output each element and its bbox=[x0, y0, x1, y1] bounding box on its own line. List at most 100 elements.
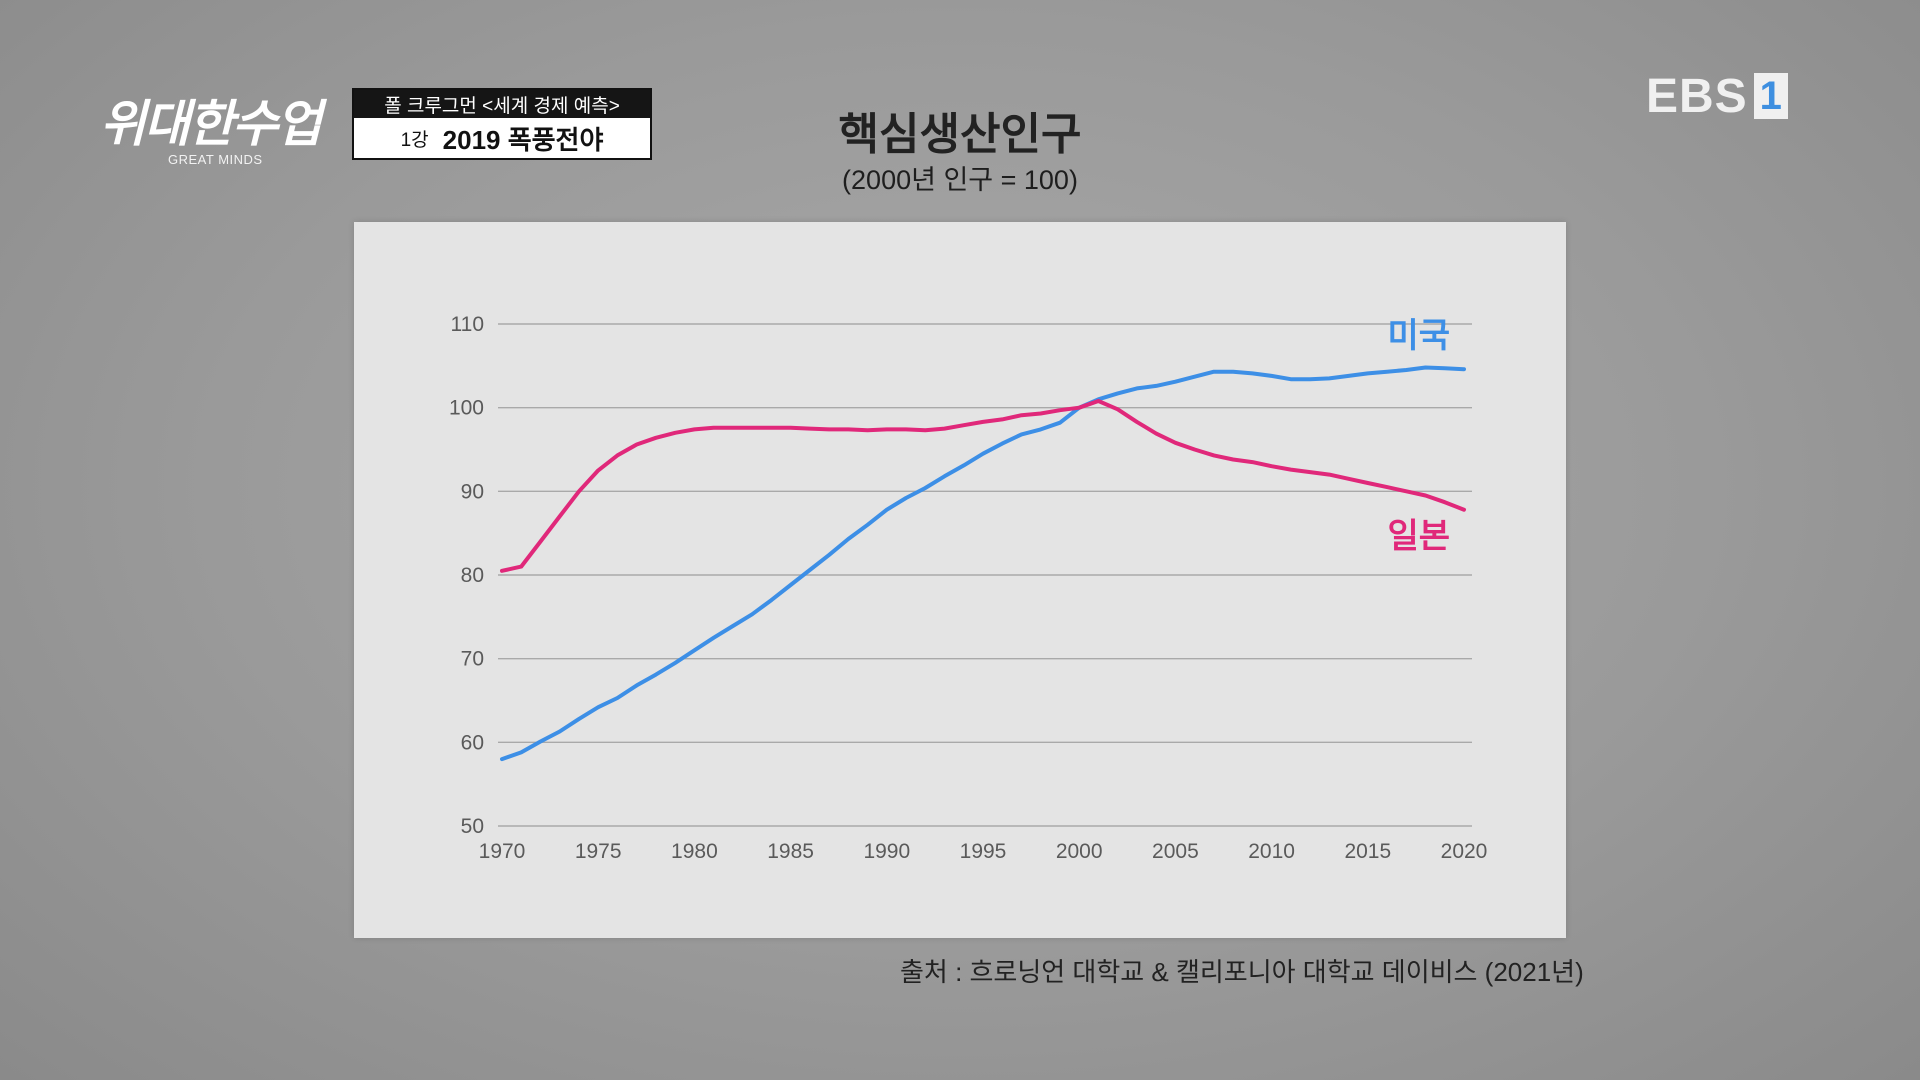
series-2-point-1976 bbox=[615, 453, 620, 457]
series-2-point-1989 bbox=[865, 428, 870, 432]
series-2-point-2015 bbox=[1366, 481, 1370, 485]
series-1-point-1981 bbox=[712, 636, 716, 640]
series-2-point-1973 bbox=[558, 514, 562, 519]
series-1-point-2003 bbox=[1135, 386, 1139, 391]
series-2-point-1990 bbox=[885, 427, 889, 432]
lecture-title: 2019 폭풍전야 bbox=[442, 124, 604, 155]
series-2-point-2008 bbox=[1231, 457, 1235, 462]
series-1-point-1972 bbox=[538, 739, 543, 744]
series-2-point-1986 bbox=[808, 426, 812, 431]
channel-number: 1 bbox=[1753, 73, 1788, 119]
series-1-point-2007 bbox=[1212, 370, 1216, 374]
program-logo-script: 위대한수업 bbox=[100, 94, 322, 153]
series-1-point-2016 bbox=[1385, 370, 1389, 374]
series-1-point-1988 bbox=[846, 537, 850, 541]
series-2-point-2016 bbox=[1385, 485, 1389, 489]
x-tick-label-2010: 2010 bbox=[1248, 840, 1295, 863]
series-1-point-1987 bbox=[827, 553, 831, 557]
program-logo: 위대한수업 GREAT MINDS bbox=[100, 84, 350, 174]
series-1-point-1985 bbox=[789, 583, 793, 587]
series-2-point-1971 bbox=[519, 565, 523, 569]
program-logo-subtitle: GREAT MINDS bbox=[168, 152, 263, 167]
series-2-point-1987 bbox=[827, 427, 831, 432]
x-tick-label-1990: 1990 bbox=[863, 840, 910, 863]
series-1-point-2019 bbox=[1443, 366, 1447, 370]
series-1-point-1982 bbox=[731, 624, 735, 628]
series-1-point-2013 bbox=[1327, 376, 1331, 380]
series-1-point-2012 bbox=[1308, 377, 1312, 381]
series-2-point-1988 bbox=[846, 427, 850, 432]
x-tick-label-1980: 1980 bbox=[671, 840, 718, 863]
chart-panel: 50 60 70 80 90 100 110 1970 1975 1980 1985 1990 1995… bbox=[354, 222, 1566, 938]
series-2-point-1996 bbox=[1000, 417, 1004, 421]
series-1-point-2017 bbox=[1404, 368, 1408, 372]
series-1-point-2009 bbox=[1250, 371, 1254, 375]
series-2-point-2012 bbox=[1308, 470, 1312, 474]
series-2-point-1979 bbox=[673, 431, 677, 435]
series-1-point-1983 bbox=[750, 612, 754, 616]
series-1-point-1986 bbox=[808, 568, 812, 572]
y-tick-label-60: 60 bbox=[461, 731, 484, 754]
x-tick-label-1995: 1995 bbox=[960, 840, 1007, 863]
series-2-point-2003 bbox=[1135, 420, 1139, 424]
y-tick-label-110: 110 bbox=[451, 313, 484, 336]
series-1-point-1993 bbox=[942, 474, 947, 478]
series-2-point-2002 bbox=[1116, 407, 1120, 411]
series-1-point-2015 bbox=[1366, 371, 1370, 375]
series-1-point-2014 bbox=[1346, 374, 1351, 378]
x-tick-label-2020: 2020 bbox=[1441, 840, 1488, 863]
x-tick-label-1970: 1970 bbox=[479, 840, 526, 863]
series-2-point-2004 bbox=[1154, 432, 1158, 436]
series-2-point-1991 bbox=[904, 427, 908, 432]
series-1-point-2020 bbox=[1462, 367, 1466, 371]
series-2-point-1982 bbox=[731, 426, 735, 430]
series-1-point-1971 bbox=[519, 750, 523, 754]
series-1-point-1977 bbox=[635, 683, 639, 688]
x-tick-label-2005: 2005 bbox=[1152, 840, 1199, 863]
series-label-2: 일본 bbox=[1387, 518, 1450, 556]
series-1-point-1970 bbox=[500, 757, 504, 761]
series-1-point-1995 bbox=[981, 452, 985, 456]
series-label-1: 미국 bbox=[1387, 317, 1450, 355]
x-tick-label-1985: 1985 bbox=[767, 840, 814, 863]
series-2-point-2017 bbox=[1404, 489, 1408, 493]
series-2-point-1995 bbox=[981, 420, 985, 424]
broadcaster-logo: EBS 1 bbox=[1646, 69, 1788, 123]
series-1-point-1979 bbox=[673, 661, 677, 665]
series-1-point-1991 bbox=[904, 496, 908, 500]
series-2-point-1980 bbox=[692, 427, 696, 432]
series-2-point-1974 bbox=[577, 489, 581, 493]
series-line-1 bbox=[500, 365, 1466, 762]
series-1-point-1996 bbox=[1000, 442, 1004, 446]
series-2-point-2001 bbox=[1096, 399, 1101, 403]
chart-title: 핵심생산인구 bbox=[838, 110, 1082, 159]
series-2-point-2014 bbox=[1346, 477, 1351, 481]
series-2-point-2013 bbox=[1327, 473, 1331, 477]
series-2-point-2000 bbox=[1077, 406, 1081, 410]
series-2-point-1984 bbox=[769, 426, 773, 430]
series-2-point-2007 bbox=[1212, 453, 1216, 457]
series-2-point-1970 bbox=[500, 569, 504, 573]
series-2-point-1992 bbox=[923, 428, 927, 432]
series-1-point-2004 bbox=[1154, 384, 1158, 388]
series-1-point-2018 bbox=[1423, 365, 1428, 370]
series-2-point-2019 bbox=[1443, 500, 1447, 504]
series-1-point-1975 bbox=[596, 705, 600, 709]
y-tick-label-70: 70 bbox=[461, 648, 484, 671]
broadcaster-name: EBS bbox=[1646, 69, 1748, 123]
lecture-episode: 1강 2019 폭풍전야 bbox=[354, 118, 650, 158]
chart-subtitle: (2000년 인구 = 100) bbox=[842, 165, 1078, 195]
series-2-point-1997 bbox=[1019, 413, 1024, 417]
series-2-point-1975 bbox=[596, 468, 600, 473]
series-1-point-1978 bbox=[654, 672, 658, 677]
x-tick-label-2000: 2000 bbox=[1056, 840, 1103, 863]
series-1-point-1994 bbox=[962, 463, 966, 467]
series-1-point-2002 bbox=[1116, 391, 1120, 396]
series-1-point-2005 bbox=[1173, 380, 1177, 384]
series-2-point-1978 bbox=[654, 436, 658, 440]
series-2-point-1994 bbox=[962, 423, 966, 427]
lecture-series: 폴 크루그먼 <세계 경제 예측> bbox=[354, 90, 650, 118]
lecture-number: 1강 bbox=[400, 129, 429, 151]
series-2-point-2011 bbox=[1289, 467, 1293, 472]
series-1-point-2010 bbox=[1270, 374, 1274, 378]
